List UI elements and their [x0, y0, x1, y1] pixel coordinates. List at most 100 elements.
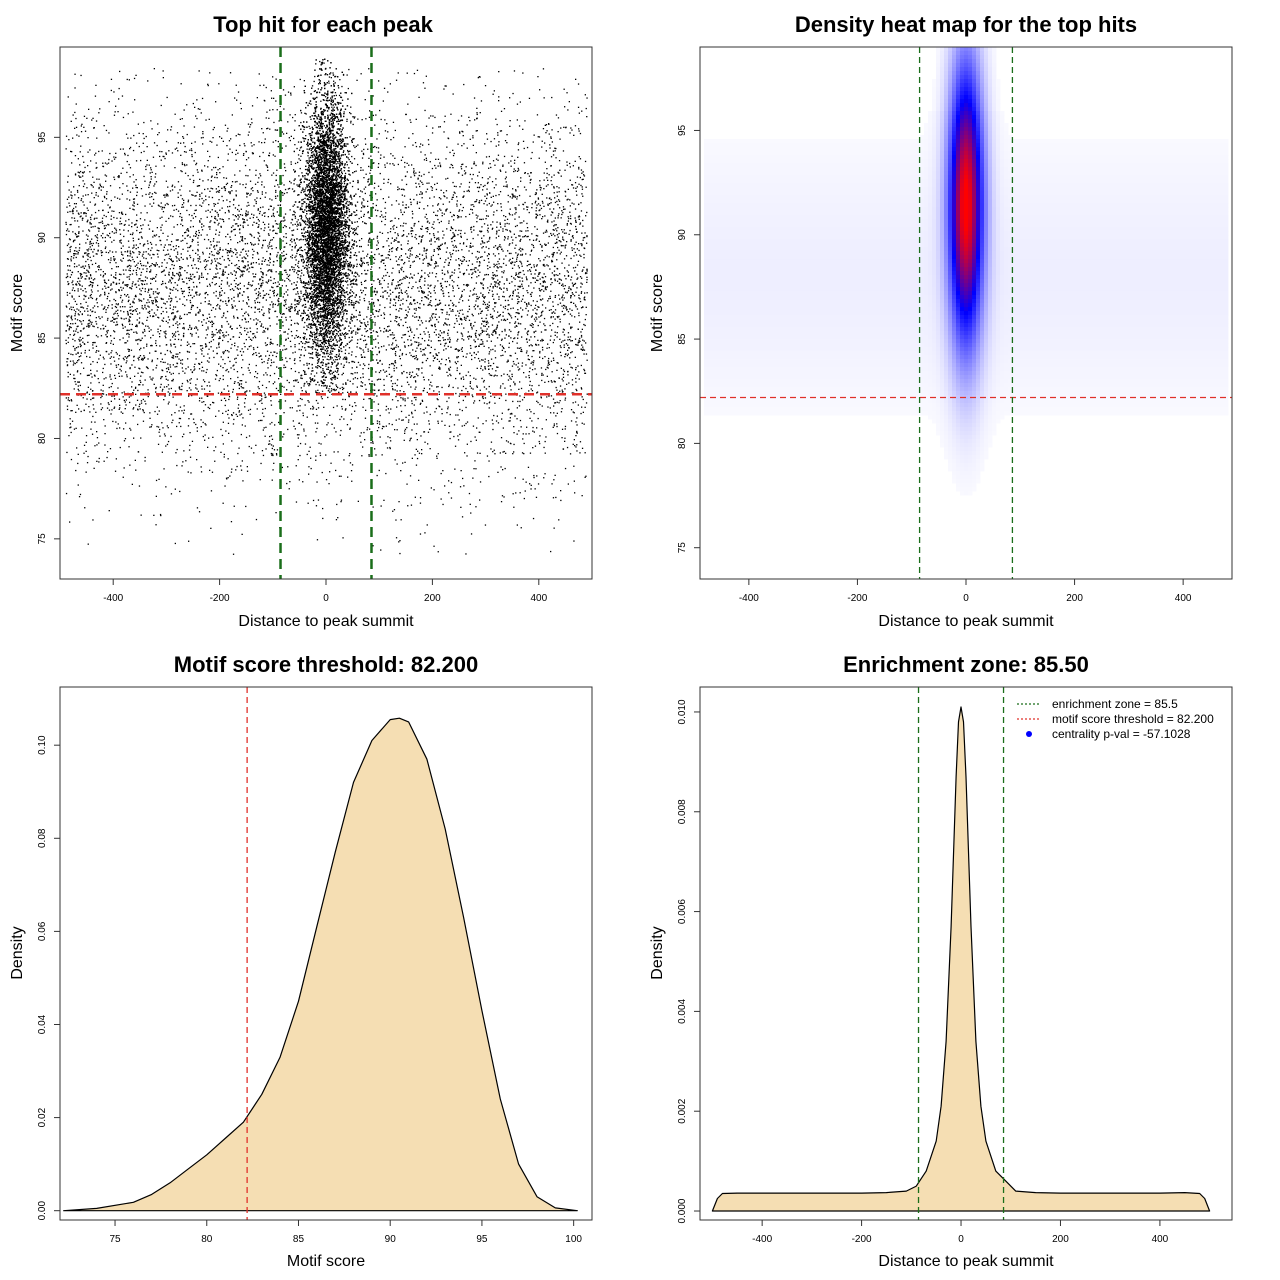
scatter-point [220, 294, 223, 296]
scatter-point [170, 282, 172, 284]
scatter-point [554, 197, 556, 199]
scatter-point [118, 358, 120, 360]
scatter-point [68, 238, 71, 240]
scatter-point [554, 279, 556, 282]
scatter-point [272, 230, 274, 232]
scatter-point [480, 184, 482, 186]
scatter-point [397, 284, 400, 287]
scatter-point [402, 156, 404, 158]
scatter-point [161, 151, 163, 153]
scatter-point [165, 180, 167, 182]
scatter-point [196, 378, 198, 380]
scatter-point [498, 100, 500, 102]
scatter-point [535, 265, 538, 267]
scatter-point [560, 411, 563, 413]
scatter-point [309, 334, 311, 336]
scatter-point [471, 354, 473, 357]
scatter-point [417, 450, 419, 452]
scatter-point [522, 309, 524, 311]
scatter-point [360, 377, 362, 379]
scatter-point [415, 281, 417, 283]
scatter-point [383, 279, 385, 282]
scatter-point [227, 477, 229, 479]
scatter-point [207, 209, 209, 211]
scatter-point [456, 357, 458, 359]
scatter-point [259, 278, 262, 280]
scatter-point [455, 245, 457, 247]
scatter-point [291, 254, 294, 256]
scatter-point [128, 224, 130, 226]
scatter-point [239, 268, 241, 271]
scatter-point [503, 319, 505, 321]
scatter-point [133, 209, 135, 211]
scatter-point [85, 278, 87, 280]
scatter-point [497, 159, 499, 161]
scatter-point [497, 422, 500, 424]
scatter-point [102, 209, 104, 211]
scatter-point [516, 342, 518, 344]
scatter-point [125, 295, 127, 297]
scatter-point [127, 294, 129, 296]
scatter-point [315, 408, 318, 410]
scatter-point [519, 260, 521, 262]
scatter-point [538, 316, 540, 318]
scatter-point [536, 114, 539, 116]
scatter-point [311, 85, 314, 87]
scatter-point [179, 406, 182, 408]
scatter-point [146, 366, 148, 369]
scatter-point [473, 325, 475, 327]
scatter-point [227, 153, 229, 155]
scatter-point [119, 339, 121, 341]
scatter-point [383, 178, 385, 180]
scatter-point [68, 352, 70, 354]
scatter-point [210, 251, 213, 253]
scatter-point [479, 230, 481, 232]
scatter-point [170, 276, 173, 279]
scatter-point [218, 343, 220, 345]
scatter-point [426, 221, 429, 223]
scatter-point [215, 415, 217, 417]
scatter-point [438, 303, 441, 305]
scatter-point [107, 235, 110, 237]
scatter-point [201, 170, 203, 172]
scatter-point [266, 166, 269, 168]
scatter-point [92, 255, 95, 257]
scatter-point [350, 354, 353, 356]
scatter-point [270, 452, 272, 455]
scatter-point [373, 339, 375, 341]
scatter-point [458, 312, 460, 314]
scatter-point [586, 281, 588, 283]
scatter-point [146, 240, 149, 242]
scatter-point [209, 285, 211, 287]
scatter-point [120, 251, 123, 253]
scatter-point [353, 145, 355, 147]
scatter-point [411, 343, 413, 345]
scatter-point [475, 353, 477, 356]
scatter-point [569, 222, 572, 225]
scatter-point [326, 363, 328, 366]
scatter-point [235, 190, 237, 192]
scatter-point [578, 341, 580, 343]
scatter-point [222, 249, 224, 251]
scatter-point [410, 176, 412, 178]
scatter-point [564, 305, 566, 307]
scatter-point [573, 134, 575, 136]
scatter-point [92, 117, 94, 119]
scatter-point [531, 249, 533, 251]
scatter-point [395, 256, 397, 258]
scatter-point [577, 106, 580, 108]
scatter-point [119, 407, 121, 409]
scatter-point [174, 306, 177, 308]
scatter-point [129, 233, 132, 235]
scatter-point [109, 300, 111, 302]
scatter-point [155, 262, 157, 264]
scatter-point [315, 345, 317, 347]
scatter-point [345, 185, 347, 187]
scatter-point [95, 334, 98, 337]
scatter-point [216, 347, 218, 349]
scatter-point [546, 396, 548, 398]
scatter-point [122, 287, 124, 289]
scatter-point [140, 231, 142, 233]
scatter-point [273, 351, 275, 353]
scatter-point [292, 268, 294, 271]
